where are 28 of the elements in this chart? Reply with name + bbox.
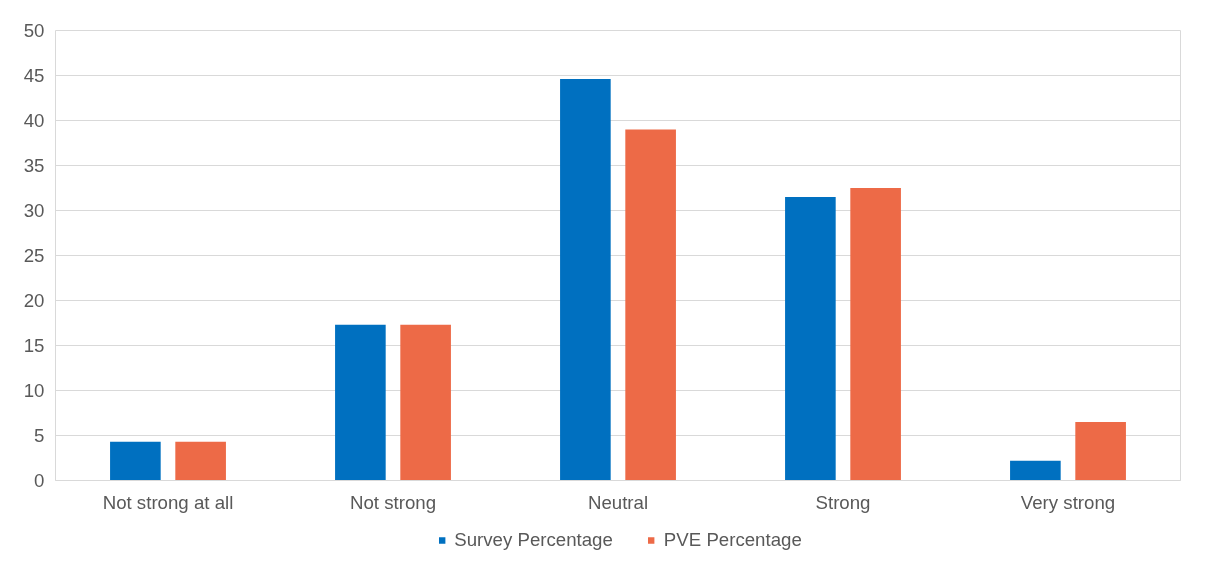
y-tick-label: 0 bbox=[34, 470, 45, 491]
bar bbox=[1075, 422, 1126, 481]
bar bbox=[625, 129, 676, 481]
bar bbox=[110, 441, 161, 481]
bar bbox=[785, 197, 836, 481]
bar bbox=[175, 441, 226, 481]
x-tick-label: Strong bbox=[815, 491, 871, 513]
x-tick-label: Neutral bbox=[587, 491, 649, 513]
y-tick-label: 15 bbox=[23, 335, 45, 356]
bar bbox=[400, 324, 451, 481]
y-tick-label: 5 bbox=[34, 425, 45, 446]
y-tick-label: 35 bbox=[23, 155, 45, 176]
legend-label: PVE Percentage bbox=[663, 529, 802, 551]
bar bbox=[560, 79, 611, 481]
x-tick-label: Not strong bbox=[349, 491, 437, 513]
y-tick-label: 45 bbox=[23, 65, 45, 86]
bar bbox=[335, 324, 386, 481]
y-tick-label: 50 bbox=[23, 20, 45, 41]
y-tick-label: 20 bbox=[23, 290, 45, 311]
y-tick-label: 25 bbox=[23, 245, 45, 266]
y-tick-label: 40 bbox=[23, 110, 45, 131]
x-tick-label: Not strong at all bbox=[102, 491, 234, 513]
y-tick-label: 10 bbox=[23, 380, 45, 401]
x-tick-label: Very strong bbox=[1020, 491, 1116, 513]
bar bbox=[850, 188, 901, 481]
bar bbox=[1010, 460, 1061, 481]
y-tick-label: 30 bbox=[23, 200, 45, 221]
legend-label: Survey Percentage bbox=[454, 529, 613, 551]
